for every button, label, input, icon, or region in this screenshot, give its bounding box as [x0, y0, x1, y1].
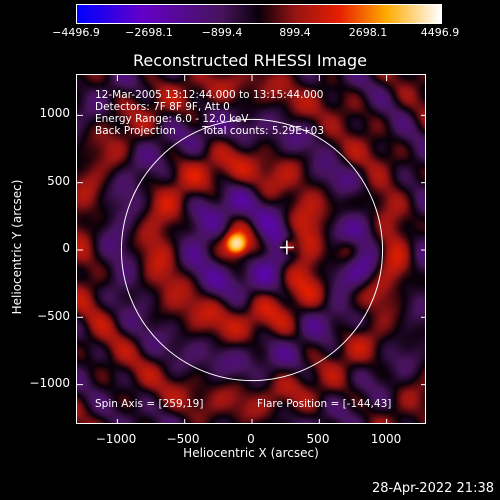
method-label: Back Projection [95, 125, 176, 137]
heatmap-image [77, 75, 425, 423]
x-tick-label: 0 [247, 432, 255, 446]
x-tick-label: −1000 [95, 432, 137, 446]
y-axis-label: Heliocentric Y (arcsec) [10, 179, 24, 315]
total-counts-label: Total counts: 5.29E+03 [202, 125, 325, 137]
x-tick-label: 1000 [370, 432, 402, 446]
flare-position-label: Flare Position = [-144,43] [257, 398, 392, 410]
colorbar-tick-label: 899.4 [279, 26, 311, 39]
x-tick-label: −500 [166, 432, 200, 446]
x-tick-label: 500 [306, 432, 330, 446]
detectors-label: Detectors: 7F 8F 9F, Att 0 [95, 101, 230, 113]
chart-title: Reconstructed RHESSI Image [133, 51, 367, 70]
plot-overlay [77, 75, 425, 423]
y-tick-label: 1000 [39, 106, 70, 120]
spin-axis-label: Spin Axis = [259,19] [95, 398, 204, 410]
flare-position-marker [279, 240, 294, 255]
colorbar-tick-label: −899.4 [201, 26, 243, 39]
y-tick-label: 0 [62, 241, 70, 255]
y-tick-label: −1000 [29, 376, 70, 390]
plot-date-stamp: 28-Apr-2022 21:38 [372, 481, 494, 496]
solar-limb-circle [120, 118, 384, 382]
time-range-label: 12-Mar-2005 13:12:44.000 to 13:15:44.000 [95, 89, 324, 101]
colorbar-tick-label: 4496.9 [420, 26, 460, 39]
colorbar [76, 4, 442, 24]
colorbar-tick-label: 2698.1 [348, 26, 388, 39]
colorbar-tick-label: −4496.9 [52, 26, 100, 39]
plot-area: 12-Mar-2005 13:12:44.000 to 13:15:44.000… [76, 74, 426, 424]
x-axis-label: Heliocentric X (arcsec) [183, 446, 319, 460]
energy-range-label: Energy Range: 6.0 - 12.0 keV [95, 113, 249, 125]
y-tick-label: 500 [47, 174, 70, 188]
colorbar-tick-label: −2698.1 [125, 26, 173, 39]
y-tick-label: −500 [37, 309, 70, 323]
